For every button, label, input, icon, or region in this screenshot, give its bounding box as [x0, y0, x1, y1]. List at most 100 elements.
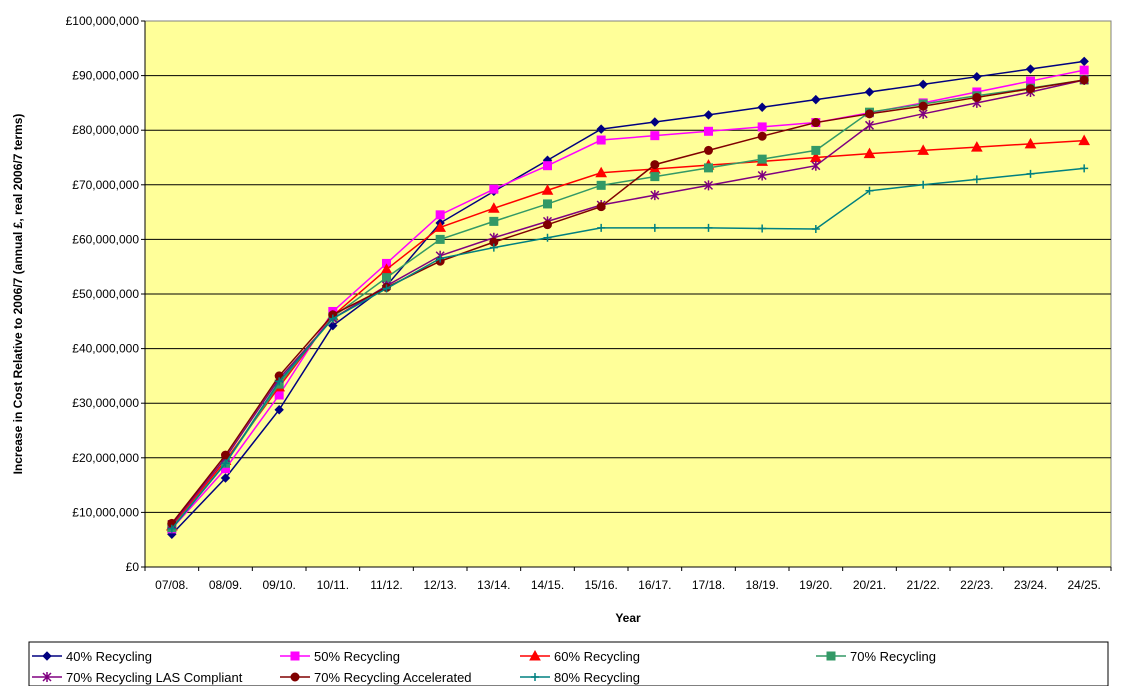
legend-marker	[531, 673, 539, 681]
y-axis-title: Increase in Cost Relative to 2006/7 (ann…	[11, 114, 25, 475]
legend-item: 50% Recycling	[280, 649, 400, 664]
plot-area	[144, 20, 1112, 568]
data-point	[487, 202, 500, 213]
x-tick-label: 23/24.	[1014, 578, 1047, 592]
data-point	[864, 87, 875, 97]
y-tick-label: £100,000,000	[66, 14, 140, 28]
data-point	[221, 459, 230, 468]
legend-marker	[290, 651, 300, 661]
y-tick-label: £10,000,000	[72, 505, 139, 519]
data-point	[167, 524, 176, 533]
y-axis: £0 £10,000,000 £20,000,000 £30,000,000 £40,0…	[66, 14, 146, 574]
data-point	[1079, 75, 1089, 85]
data-point	[328, 314, 337, 323]
y-tick-label: £90,000,000	[72, 69, 139, 83]
legend-marker	[42, 672, 52, 682]
data-point	[972, 175, 981, 184]
series-line	[171, 60, 1085, 535]
data-point	[703, 110, 714, 120]
data-point	[543, 233, 552, 242]
data-point	[757, 170, 767, 181]
data-point	[436, 254, 445, 263]
series-line	[171, 167, 1085, 530]
legend: 40% Recycling 50% Recycling 60% Recycling 7…	[28, 641, 1109, 686]
x-tick-label: 19/20.	[799, 578, 832, 592]
data-point	[917, 144, 930, 155]
x-tick-label: 13/14.	[477, 578, 510, 592]
data-point	[543, 199, 552, 209]
data-point	[757, 122, 767, 132]
data-point	[650, 131, 660, 141]
legend-item: 70% Recycling Accelerated	[280, 670, 472, 685]
data-point	[541, 184, 554, 195]
y-tick-label: £70,000,000	[72, 178, 139, 192]
data-point	[757, 102, 767, 112]
data-point	[865, 109, 874, 119]
data-point	[918, 79, 928, 90]
x-tick-label: 09/10.	[262, 578, 295, 592]
x-tick-label: 10/11.	[317, 578, 349, 592]
legend-label: 70% Recycling	[850, 649, 936, 664]
x-tick-label: 24/25.	[1067, 578, 1100, 592]
x-tick-label: 14/15.	[531, 578, 564, 592]
series-line	[171, 79, 1085, 524]
legend-marker	[290, 672, 300, 682]
data-point	[919, 180, 928, 189]
data-point	[811, 225, 820, 234]
data-point	[970, 141, 983, 152]
data-point	[543, 220, 552, 230]
data-point	[274, 390, 284, 400]
legend-item: 40% Recycling	[32, 649, 152, 664]
data-point	[435, 234, 445, 244]
data-point	[650, 223, 659, 232]
legend-label: 60% Recycling	[554, 649, 640, 664]
data-point	[704, 145, 713, 155]
data-point	[1079, 65, 1089, 75]
y-tick-label: £40,000,000	[72, 342, 139, 356]
x-axis: 07/08. 08/09. 09/10. 10/11. 11/12. 12/13. 13/1…	[144, 566, 1112, 592]
data-point	[650, 117, 660, 127]
legend-item: 70% Recycling	[816, 649, 936, 664]
data-point	[434, 221, 447, 232]
x-tick-label: 21/22.	[906, 578, 939, 592]
data-point	[382, 273, 391, 283]
data-point	[650, 160, 660, 170]
x-tick-label: 18/19.	[745, 578, 778, 592]
series-group	[165, 56, 1091, 539]
data-point	[1025, 64, 1036, 74]
data-point	[865, 186, 874, 195]
data-point	[221, 450, 230, 460]
series-6	[167, 75, 1089, 528]
legend-label: 40% Recycling	[66, 649, 152, 664]
data-point	[596, 180, 606, 190]
data-point	[811, 118, 821, 128]
data-point	[650, 190, 660, 201]
x-axis-title: Year	[615, 611, 641, 625]
data-point	[972, 71, 982, 82]
data-point	[811, 94, 821, 105]
x-tick-label: 20/21.	[853, 578, 886, 592]
x-tick-label: 17/18.	[692, 578, 725, 592]
data-point	[1024, 137, 1037, 149]
data-point	[1026, 84, 1035, 94]
legend-label: 80% Recycling	[554, 670, 640, 685]
data-point	[489, 243, 498, 252]
legend-item: 60% Recycling	[520, 649, 640, 664]
data-point	[382, 284, 391, 293]
data-point	[489, 184, 499, 194]
x-tick-label: 11/12.	[370, 578, 402, 592]
data-point	[972, 92, 982, 102]
data-point	[435, 210, 445, 220]
data-point	[220, 473, 231, 483]
x-tick-label: 16/17.	[638, 578, 671, 592]
legend-marker	[826, 651, 836, 661]
x-tick-label: 08/09.	[209, 578, 242, 592]
legend-item: 70% Recycling LAS Compliant	[32, 670, 243, 685]
data-point	[757, 154, 767, 164]
data-point	[1078, 134, 1091, 146]
y-tick-label: £50,000,000	[72, 287, 139, 301]
y-tick-label: £80,000,000	[72, 123, 139, 137]
y-tick-label: £30,000,000	[72, 396, 139, 410]
